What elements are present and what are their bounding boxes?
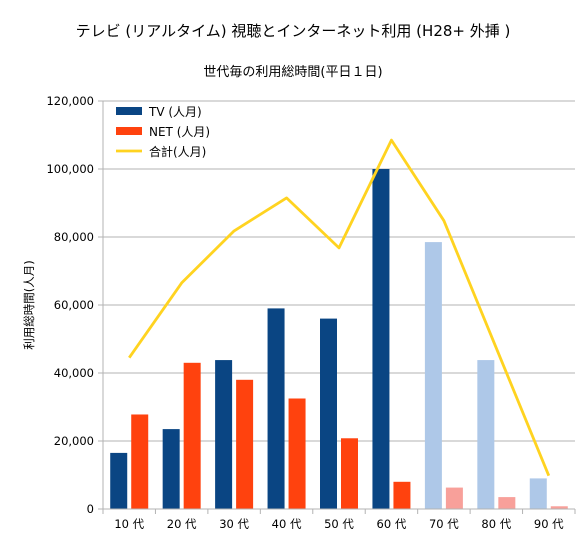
bar xyxy=(131,414,149,509)
bar xyxy=(236,379,254,509)
bars xyxy=(110,169,568,509)
y-tick-label: 60,000 xyxy=(54,298,94,312)
x-tick-label: 40 代 xyxy=(272,517,302,531)
legend: TV (人月) NET (人月) 合計(人月) xyxy=(116,105,210,159)
y-tick-label: 100,000 xyxy=(46,162,94,176)
x-tick-label: 30 代 xyxy=(219,517,249,531)
chart-title: テレビ (リアルタイム) 視聴とインターネット利用 (H28+ 外挿 ) xyxy=(76,22,511,40)
bar xyxy=(372,169,390,509)
x-tick-label: 20 代 xyxy=(167,517,197,531)
bar xyxy=(529,478,547,509)
bar xyxy=(110,452,128,509)
total-line xyxy=(128,138,551,477)
bar xyxy=(215,360,233,509)
bar xyxy=(424,242,442,509)
y-tick-label: 40,000 xyxy=(54,366,94,380)
bar xyxy=(320,318,337,509)
y-tick-label: 80,000 xyxy=(54,230,94,244)
y-tick-label: 0 xyxy=(87,502,94,516)
bar xyxy=(162,429,180,509)
chart-subtitle: 世代毎の利用総時間(平日１日) xyxy=(203,64,382,80)
x-tick-label: 10 代 xyxy=(114,517,144,531)
legend-swatch xyxy=(116,127,142,135)
bar xyxy=(267,308,285,509)
legend-label: 合計(人月) xyxy=(149,144,206,159)
y-tick-label: 120,000 xyxy=(46,94,94,108)
legend-label: NET (人月) xyxy=(149,125,210,139)
bar xyxy=(498,497,516,509)
x-axis: 10 代 20 代 30 代 40 代 50 代 60 代 70 代 80 代 90 代 xyxy=(102,508,576,531)
bar xyxy=(341,438,358,509)
x-tick-label: 70 代 xyxy=(429,517,459,531)
bar xyxy=(393,481,411,509)
legend-label: TV (人月) xyxy=(148,105,202,119)
bar xyxy=(183,362,201,509)
series-line-total xyxy=(128,138,551,477)
x-tick-label: 50 代 xyxy=(324,517,354,531)
bar xyxy=(445,487,463,509)
x-tick-label: 80 代 xyxy=(481,517,511,531)
y-axis-ticks: 0 20,000 40,000 60,000 80,000 100,000 120,000 xyxy=(46,94,94,516)
gridlines xyxy=(98,100,575,510)
y-axis-label: 利用総時間(人月) xyxy=(22,260,36,349)
legend-swatch xyxy=(116,107,142,115)
bar xyxy=(477,360,495,509)
x-tick-label: 60 代 xyxy=(377,517,407,531)
x-tick-label: 90 代 xyxy=(534,517,564,531)
bar xyxy=(550,506,568,509)
y-tick-label: 20,000 xyxy=(54,434,94,448)
bar xyxy=(288,398,306,509)
